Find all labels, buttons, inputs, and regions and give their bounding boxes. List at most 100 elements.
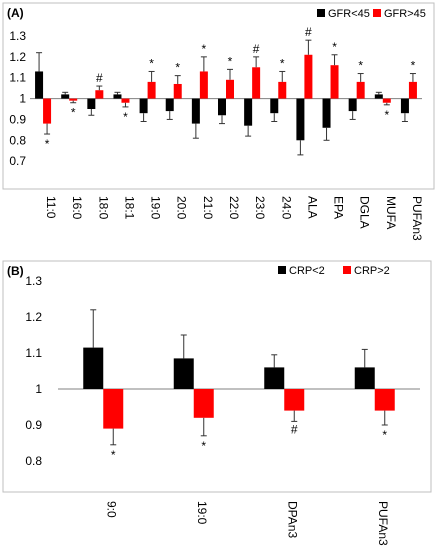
bar-black bbox=[83, 347, 104, 389]
legend-swatch-2 bbox=[343, 266, 351, 274]
y-tick-label: 1.3 bbox=[25, 274, 42, 288]
bar-red bbox=[199, 71, 208, 99]
bar-red bbox=[193, 389, 214, 418]
category-label: PUFAn3 bbox=[410, 196, 424, 241]
bar-black bbox=[35, 71, 44, 99]
category-label: 23:0 bbox=[253, 196, 267, 220]
category-label: 21:0 bbox=[201, 196, 215, 220]
panel-label: (B) bbox=[7, 264, 24, 278]
bar-black bbox=[244, 98, 253, 126]
bar-black bbox=[87, 98, 96, 109]
category-label: 11:0 bbox=[44, 196, 58, 219]
bar-black bbox=[173, 358, 194, 389]
y-tick-label: 1.3 bbox=[9, 29, 26, 43]
significance-marker: * bbox=[201, 439, 206, 453]
y-tick-label: 0.8 bbox=[25, 454, 42, 468]
significance-marker: * bbox=[280, 56, 285, 70]
y-tick-label: 1 bbox=[19, 92, 26, 106]
chart-a-svg: (A) 0.7 0.8 0.9 1 1.1 1.2 1.3 GFR<45 GFR>45 * 11:0 *… bbox=[2, 2, 435, 241]
bar-red bbox=[382, 98, 391, 103]
bar-red bbox=[226, 79, 234, 99]
chart-b-svg: (B) 0.8 0.9 1 1.1 1.2 1.3 CRP<2 CRP>2 * 9:0 * 19:0 # D… bbox=[2, 260, 432, 546]
bar-black bbox=[191, 98, 200, 124]
category-label: DGLA bbox=[358, 196, 372, 229]
y-tick-label: 0.9 bbox=[9, 112, 26, 126]
category-label: PUFAn3 bbox=[376, 501, 390, 546]
panel-label: (A) bbox=[7, 6, 24, 20]
bar-red bbox=[173, 83, 182, 99]
bar-black bbox=[165, 98, 174, 112]
category-label: MUFA bbox=[384, 196, 398, 229]
y-tick-label: 0.9 bbox=[25, 418, 42, 432]
category-label: 16:0 bbox=[70, 196, 84, 220]
legend-swatch-1 bbox=[278, 266, 286, 274]
bar-red bbox=[147, 81, 156, 99]
significance-marker: * bbox=[123, 110, 128, 124]
legend-swatch-1 bbox=[317, 9, 325, 17]
y-tick-label: 1 bbox=[35, 382, 42, 396]
significance-marker: * bbox=[228, 54, 233, 68]
significance-marker: * bbox=[71, 106, 76, 120]
bar-black bbox=[354, 367, 375, 389]
bar-black bbox=[113, 94, 122, 99]
category-label: 24:0 bbox=[279, 196, 293, 220]
significance-marker: * bbox=[358, 59, 363, 73]
significance-marker: # bbox=[96, 71, 103, 85]
significance-marker: * bbox=[411, 59, 416, 73]
bar-red bbox=[374, 389, 395, 411]
significance-marker: # bbox=[305, 25, 312, 39]
bar-red bbox=[69, 98, 78, 101]
category-label: 22:0 bbox=[227, 196, 241, 220]
bar-black bbox=[374, 94, 383, 99]
significance-marker: * bbox=[382, 428, 387, 442]
significance-marker: * bbox=[175, 61, 180, 75]
bar-red bbox=[95, 90, 104, 99]
bar-red bbox=[408, 81, 417, 99]
y-tick-label: 1.1 bbox=[9, 71, 26, 85]
significance-marker: # bbox=[291, 422, 298, 436]
chart-panel-a: (A) 0.7 0.8 0.9 1 1.1 1.2 1.3 GFR<45 GFR>45 * 11:0 *… bbox=[0, 0, 437, 255]
bar-red bbox=[43, 98, 52, 124]
category-label: EPA bbox=[332, 196, 346, 219]
significance-marker: * bbox=[149, 56, 154, 70]
category-label: ALA bbox=[305, 196, 319, 219]
category-label: 20:0 bbox=[175, 196, 189, 220]
y-tick-label: 0.7 bbox=[9, 154, 26, 168]
y-tick-label: 1.2 bbox=[25, 310, 42, 324]
y-tick-label: 0.8 bbox=[9, 133, 26, 147]
bar-red bbox=[304, 54, 313, 99]
bar-black bbox=[270, 98, 279, 114]
category-label: 18:1 bbox=[122, 196, 136, 220]
bar-red bbox=[121, 98, 130, 103]
legend-label-1: GFR<45 bbox=[328, 8, 370, 20]
bar-black bbox=[296, 98, 305, 141]
significance-marker: * bbox=[111, 448, 116, 462]
bar-black bbox=[348, 98, 357, 112]
category-label: 19:0 bbox=[195, 501, 209, 525]
legend-swatch-2 bbox=[373, 9, 381, 17]
legend-label-2: GFR>45 bbox=[384, 8, 426, 20]
bar-black bbox=[400, 98, 409, 114]
y-tick-label: 1.1 bbox=[25, 346, 42, 360]
bar-red bbox=[278, 81, 287, 99]
legend-label-2: CRP>2 bbox=[354, 265, 390, 277]
y-tick-label: 1.2 bbox=[9, 50, 26, 64]
bar-black bbox=[139, 98, 148, 114]
significance-marker: * bbox=[202, 42, 207, 56]
category-label: 18:0 bbox=[96, 196, 110, 220]
category-label: DPAn3 bbox=[285, 501, 299, 538]
bar-red bbox=[330, 65, 339, 99]
bar-red bbox=[284, 389, 305, 411]
category-label: 9:0 bbox=[104, 501, 118, 518]
significance-marker: * bbox=[45, 137, 50, 151]
bar-red bbox=[103, 389, 124, 429]
bar-black bbox=[322, 98, 331, 128]
legend-label-1: CRP<2 bbox=[289, 265, 325, 277]
significance-marker: * bbox=[384, 108, 389, 122]
bar-black bbox=[218, 98, 226, 116]
category-label: 19:0 bbox=[149, 196, 163, 220]
chart-panel-b: (B) 0.8 0.9 1 1.1 1.2 1.3 CRP<2 CRP>2 * 9:0 * 19:0 # D… bbox=[0, 258, 437, 550]
bar-red bbox=[252, 67, 261, 99]
significance-marker: # bbox=[253, 42, 260, 56]
bar-red bbox=[356, 81, 365, 99]
